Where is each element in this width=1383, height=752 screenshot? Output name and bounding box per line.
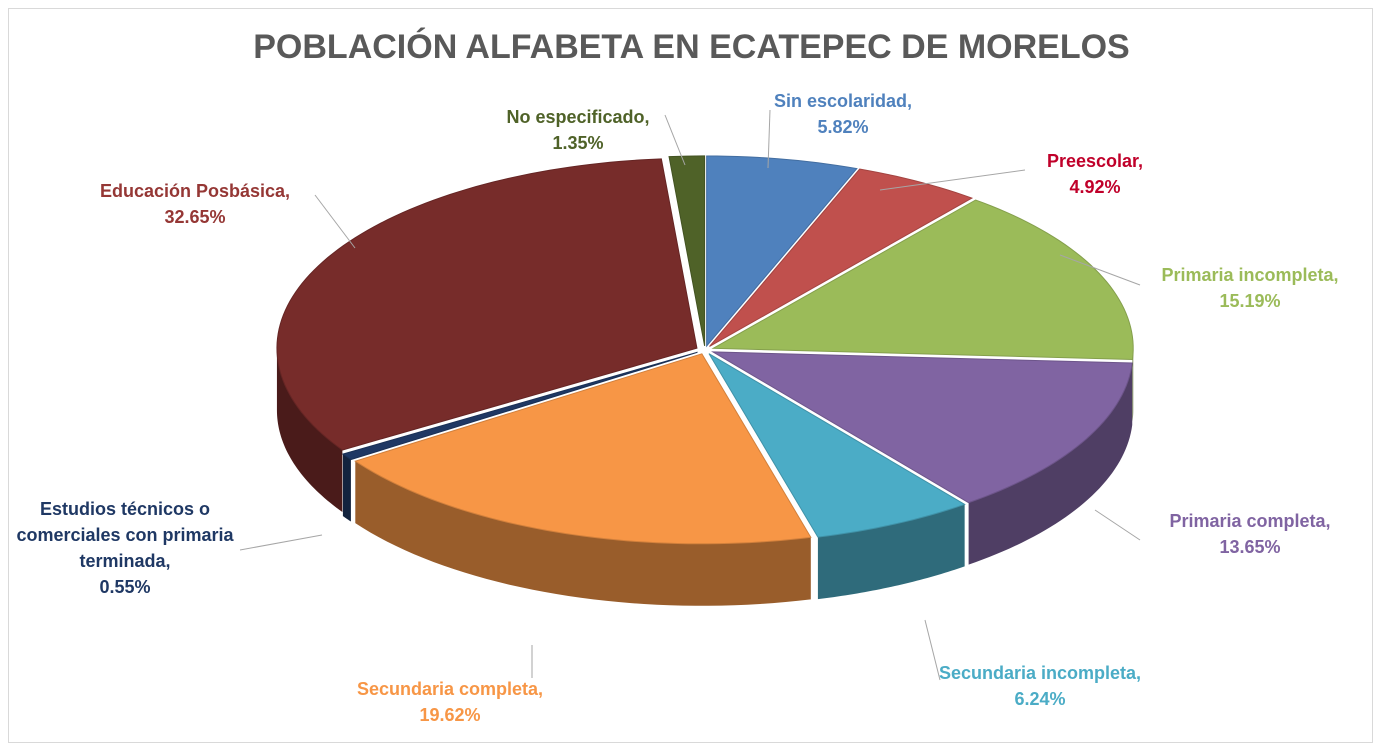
label-value: 0.55% — [99, 577, 151, 597]
label-value: 1.35% — [552, 133, 604, 153]
chart-frame — [8, 8, 1373, 743]
label-value: 19.62% — [419, 705, 481, 725]
leader-line — [767, 109, 771, 169]
label-category: Sin escolaridad, — [773, 91, 913, 111]
pie-slice — [706, 155, 858, 348]
leader-line — [664, 114, 686, 166]
label-category: Primaria incompleta, — [1161, 265, 1339, 285]
label-category: Educación Posbásica, — [99, 181, 291, 201]
label-category: Secundaria completa, — [356, 679, 544, 699]
pie-slice — [354, 353, 812, 545]
label-category: Primaria completa, — [1169, 511, 1331, 531]
label-category: Preescolar, — [1046, 151, 1144, 171]
leader-line — [239, 534, 323, 551]
data-label: Preescolar, 4.92% — [1015, 148, 1175, 200]
pie-sides — [276, 348, 1134, 606]
chart-title: POBLACIÓN ALFABETA EN ECATEPEC DE MORELO… — [253, 28, 1130, 66]
pie-tops — [276, 155, 1134, 545]
pie-slice — [711, 199, 1134, 360]
data-label: Secundaria incompleta, 6.24% — [910, 660, 1170, 712]
leader-line — [924, 619, 941, 681]
data-label: Primaria completa, 13.65% — [1130, 508, 1370, 560]
data-label: Sin escolaridad, 5.82% — [753, 88, 933, 140]
label-value: 15.19% — [1219, 291, 1281, 311]
label-value: 6.24% — [1014, 689, 1066, 709]
leader-line — [1094, 509, 1141, 541]
pie-slice — [276, 158, 698, 451]
pie-slice-side — [817, 504, 965, 600]
data-label: Secundaria completa, 19.62% — [320, 676, 580, 728]
label-category: Secundaria incompleta, — [938, 663, 1142, 683]
label-value: 32.65% — [164, 207, 226, 227]
data-label: Primaria incompleta, 15.19% — [1130, 262, 1370, 314]
label-category: No especificado, — [506, 107, 650, 127]
label-value: 5.82% — [817, 117, 869, 137]
pie-slice-side — [1132, 348, 1134, 422]
pie-slice — [341, 351, 698, 461]
pie-slice — [708, 353, 966, 538]
pie-slice-side — [276, 348, 343, 513]
pie-slice — [668, 155, 706, 347]
data-label: Educación Posbásica, 32.65% — [65, 178, 325, 230]
label-category: Estudios técnicos o comerciales con prim… — [16, 499, 234, 571]
leader-line — [879, 169, 1026, 191]
data-label: Estudios técnicos o comerciales con prim… — [5, 496, 245, 600]
label-value: 4.92% — [1069, 177, 1121, 197]
leader-line — [1059, 254, 1141, 286]
pie-slice-side — [968, 363, 1133, 565]
pie-slice — [711, 351, 1133, 504]
data-label: No especificado, 1.35% — [488, 104, 668, 156]
leader-line — [314, 194, 356, 249]
label-value: 13.65% — [1219, 537, 1281, 557]
pie-slice-side — [342, 454, 351, 522]
pie-slice-side — [355, 461, 811, 606]
pie-slice — [709, 168, 974, 347]
